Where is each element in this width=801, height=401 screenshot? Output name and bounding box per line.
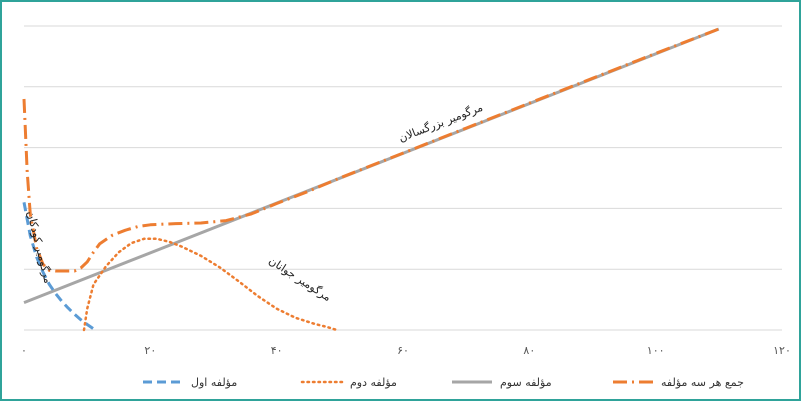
x-tick-label: ۱۰۰ <box>647 344 665 357</box>
annotation-youth-mortality: مرگومیر جوانان <box>266 254 333 304</box>
series-group <box>22 27 720 332</box>
series-line-2 <box>82 237 338 332</box>
x-tick-label: ۶۰ <box>397 344 409 357</box>
series-line-1 <box>22 202 95 331</box>
x-tick-label: ۴۰ <box>271 344 283 357</box>
x-tick-label: ۰ <box>21 344 27 357</box>
series-line-4 <box>22 27 720 273</box>
x-tick-label: ۸۰ <box>523 344 535 357</box>
annotation-child-mortality: مرگومیر کودکان <box>24 210 55 285</box>
legend-item-3: مؤلفه سوم <box>452 376 552 389</box>
legend-item-1: مؤلفه اول <box>143 376 237 389</box>
legend-label: جمع هر سه مؤلفه <box>661 376 744 389</box>
gridlines <box>24 25 782 331</box>
legend-item-4: جمع هر سه مؤلفه <box>613 376 744 389</box>
legend-label: مؤلفه اول <box>191 376 237 389</box>
x-tick-label: ۲۰ <box>144 344 156 357</box>
x-tick-labels: ۰ ۲۰ ۴۰ ۶۰ ۸۰ ۱۰۰ ۱۲۰ <box>21 344 791 357</box>
x-tick-label: ۱۲۰ <box>773 344 791 357</box>
legend-label: مؤلفه سوم <box>500 376 552 389</box>
legend-item-2: مؤلفه دوم <box>300 376 397 389</box>
legend: مؤلفه اول مؤلفه دوم مؤلفه سوم جمع هر سه مؤل… <box>143 376 744 389</box>
legend-label: مؤلفه دوم <box>350 376 397 389</box>
